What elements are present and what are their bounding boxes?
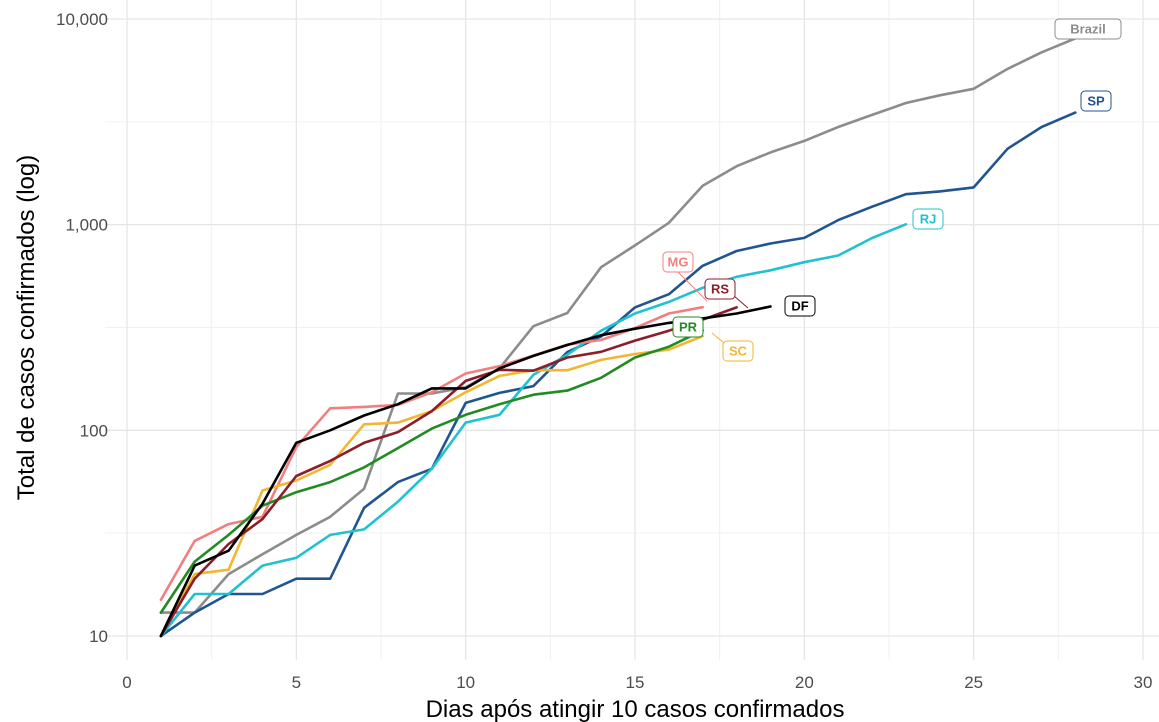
series-label-box-brazil (1054, 18, 1122, 40)
y-axis-title: Total de casos confirmados (log) (13, 155, 40, 501)
label-leader-lines (677, 271, 749, 344)
x-tick-label: 25 (964, 673, 983, 692)
series-label-df: DF (791, 299, 808, 314)
series-label-box-rs (704, 278, 736, 300)
series-line-df (159, 305, 772, 638)
series-label-box-pr (672, 316, 704, 338)
label-leader-mg (677, 271, 708, 302)
series-label-brazil: Brazil (1070, 22, 1105, 37)
series-line-rj (159, 223, 908, 638)
y-tick-label: 1,000 (65, 216, 108, 235)
x-axis-title: Dias após atingir 10 casos confirmados (426, 696, 845, 722)
series-labels: Brazil SP RJ MG RS DF PR SC (662, 18, 1122, 362)
series-label-box-df (784, 295, 816, 317)
series-line-rs (159, 306, 738, 638)
label-leader-rs (733, 295, 749, 309)
x-tick-labels: 0 5 10 15 20 25 30 (122, 673, 1152, 692)
y-tick-labels: 10 100 1,000 10,000 (56, 10, 108, 646)
major-gridlines (105, 0, 1159, 660)
y-tick-label: 10,000 (56, 10, 108, 29)
x-tick-label: 30 (1134, 673, 1153, 692)
series-label-box-sp (1080, 90, 1112, 112)
series-label-sp: SP (1087, 94, 1105, 109)
series-line-pr (159, 329, 705, 614)
series-label-box-sc (722, 340, 754, 362)
series-label-pr: PR (679, 320, 698, 335)
minor-gridlines (105, 0, 1159, 660)
series-label-mg: MG (668, 255, 689, 270)
x-tick-label: 10 (456, 673, 475, 692)
series-label-box-mg (662, 251, 694, 273)
series-label-rs: RS (711, 282, 729, 297)
x-tick-label: 15 (626, 673, 645, 692)
series-label-rj: RJ (920, 212, 937, 227)
y-tick-label: 10 (89, 627, 108, 646)
series-line-brazil (159, 37, 1077, 614)
series-label-box-rj (912, 208, 944, 230)
x-tick-label: 20 (795, 673, 814, 692)
series-label-sc: SC (729, 344, 748, 359)
x-tick-label: 5 (292, 673, 301, 692)
y-tick-label: 100 (80, 421, 108, 440)
x-tick-label: 0 (122, 673, 131, 692)
label-leader-sc (711, 332, 725, 344)
series-lines (159, 37, 1077, 638)
